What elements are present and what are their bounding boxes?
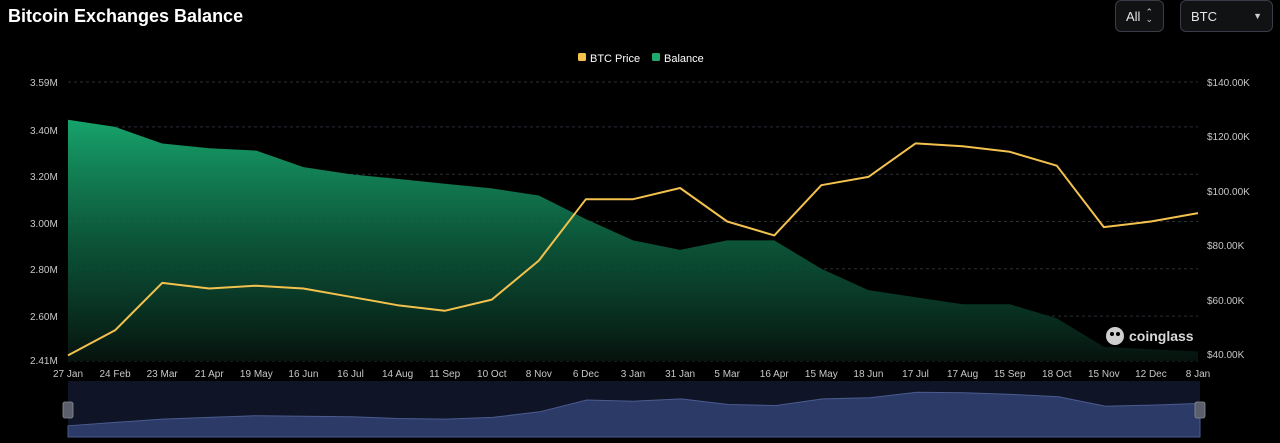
x-tick: 18 Jun bbox=[853, 369, 883, 380]
legend-swatch-balance bbox=[652, 53, 660, 61]
right-axis-labels: $40.00K $60.00K $80.00K $100.00K $120.00… bbox=[1207, 78, 1250, 361]
x-axis-labels: 27 Jan 24 Feb 23 Mar 21 Apr 19 May 16 Jun 16 J… bbox=[53, 369, 1210, 380]
x-tick: 18 Oct bbox=[1042, 369, 1072, 380]
watermark-text: coinglass bbox=[1129, 328, 1194, 344]
left-tick: 3.40M bbox=[30, 126, 58, 137]
btc-price-line bbox=[67, 142, 1199, 357]
left-tick: 2.41M bbox=[30, 356, 58, 367]
left-axis-labels: 2.41M 2.60M 2.80M 3.00M 3.20M 3.40M 3.59… bbox=[30, 78, 58, 367]
balance-area bbox=[67, 119, 1199, 361]
legend-swatch-btc-price bbox=[578, 53, 586, 61]
legend-label-btc-price[interactable]: BTC Price bbox=[590, 53, 640, 65]
left-tick: 3.59M bbox=[30, 78, 58, 89]
x-tick: 6 Dec bbox=[573, 369, 599, 380]
right-tick: $60.00K bbox=[1207, 296, 1245, 307]
x-tick: 15 Nov bbox=[1088, 369, 1120, 380]
updown-icon: ⌃ ⌄ bbox=[1145, 7, 1153, 24]
page-title: Bitcoin Exchanges Balance bbox=[8, 6, 244, 26]
x-tick: 8 Nov bbox=[526, 369, 552, 380]
navigator-left-handle[interactable] bbox=[62, 401, 74, 419]
x-tick: 17 Jul bbox=[902, 369, 929, 380]
x-tick: 15 Sep bbox=[994, 369, 1026, 380]
right-tick: $120.00K bbox=[1207, 132, 1250, 143]
range-select-label: All bbox=[1126, 8, 1141, 24]
x-tick: 31 Jan bbox=[665, 369, 695, 380]
right-tick: $140.00K bbox=[1207, 78, 1250, 89]
x-tick: 3 Jan bbox=[621, 369, 645, 380]
left-tick: 3.20M bbox=[30, 172, 58, 183]
x-tick: 17 Aug bbox=[947, 369, 978, 380]
x-tick: 27 Jan bbox=[53, 369, 83, 380]
x-tick: 16 Apr bbox=[760, 369, 790, 380]
x-tick: 16 Jun bbox=[288, 369, 318, 380]
x-tick: 19 May bbox=[240, 369, 273, 380]
right-tick: $80.00K bbox=[1207, 241, 1245, 252]
navigator-area bbox=[67, 391, 1201, 438]
left-tick: 3.00M bbox=[30, 219, 58, 230]
chevron-down-icon: ▼ bbox=[1253, 11, 1262, 21]
x-tick: 16 Jul bbox=[337, 369, 364, 380]
x-tick: 24 Feb bbox=[100, 369, 132, 380]
x-tick: 23 Mar bbox=[147, 369, 179, 380]
right-tick: $40.00K bbox=[1207, 350, 1245, 361]
asset-select-label: BTC bbox=[1191, 8, 1217, 24]
x-tick: 8 Jan bbox=[1186, 369, 1210, 380]
x-tick: 11 Sep bbox=[429, 369, 460, 380]
left-tick: 2.80M bbox=[30, 265, 58, 276]
navigator-right-handle[interactable] bbox=[1194, 401, 1206, 419]
range-navigator[interactable] bbox=[62, 381, 1206, 438]
x-tick: 14 Aug bbox=[382, 369, 413, 380]
x-tick: 12 Dec bbox=[1135, 369, 1167, 380]
x-tick: 21 Apr bbox=[195, 369, 225, 380]
asset-select[interactable]: BTC ▼ bbox=[1180, 0, 1273, 32]
x-tick: 15 May bbox=[805, 369, 838, 380]
chart-legend: BTC Price Balance bbox=[578, 53, 704, 65]
coinglass-watermark: coinglass bbox=[1104, 325, 1194, 347]
legend-label-balance[interactable]: Balance bbox=[664, 53, 704, 65]
right-tick: $100.00K bbox=[1207, 187, 1250, 198]
x-tick: 5 Mar bbox=[714, 369, 740, 380]
x-tick: 10 Oct bbox=[477, 369, 507, 380]
coinglass-logo-icon bbox=[1106, 327, 1124, 345]
left-tick: 2.60M bbox=[30, 312, 58, 323]
range-select[interactable]: All ⌃ ⌄ bbox=[1115, 0, 1164, 32]
